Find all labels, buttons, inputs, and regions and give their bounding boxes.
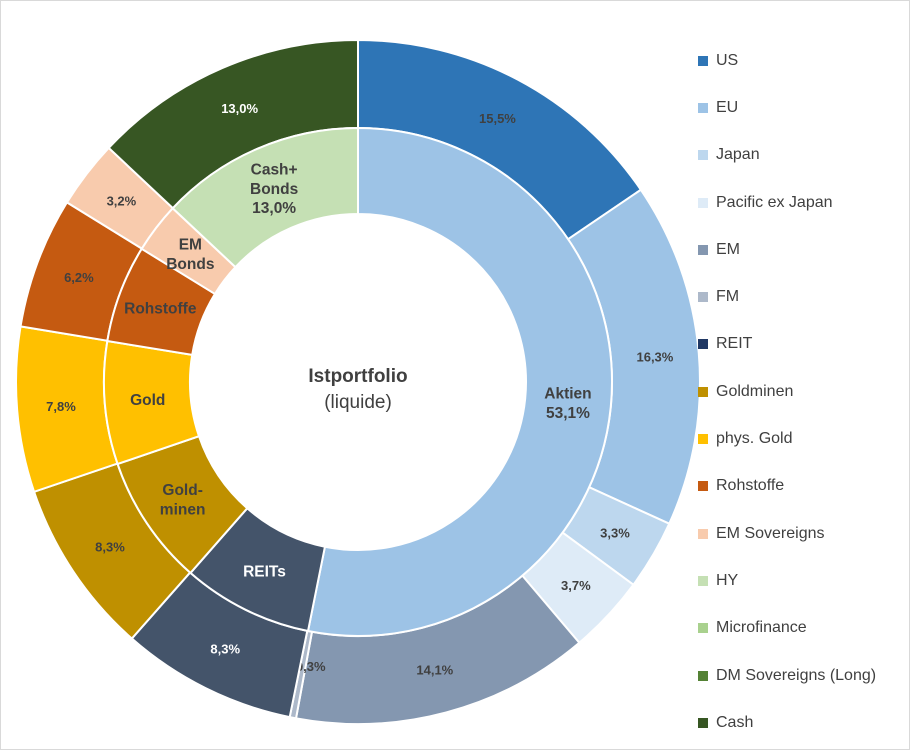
inner-label-line: Gold- xyxy=(162,482,202,499)
inner-label-4: Rohstoffe xyxy=(124,301,197,318)
outer-label-line: 3,3% xyxy=(600,525,630,540)
outer-label-9: 6,2% xyxy=(64,270,94,285)
outer-label-2: 3,3% xyxy=(600,525,630,540)
legend-label: FM xyxy=(716,288,740,306)
outer-label-line: 13,0% xyxy=(221,101,258,116)
legend-swatch xyxy=(698,670,708,681)
outer-label-line: 3,2% xyxy=(107,193,137,208)
legend-swatch xyxy=(698,623,708,634)
legend-swatch xyxy=(698,339,708,350)
legend-label: EM Sovereigns xyxy=(716,524,825,542)
legend-item: HY xyxy=(698,557,908,604)
outer-label-line: 8,3% xyxy=(95,540,125,555)
legend-item: FM xyxy=(698,273,908,320)
legend: US EU Japan Pacific ex Japan EM FM REIT Goldmin… xyxy=(698,37,908,746)
outer-label-11: 13,0% xyxy=(221,101,258,116)
legend-item: Microfinance xyxy=(698,605,908,652)
legend-item: US xyxy=(698,37,908,84)
legend-label: DM Sovereigns (Long) xyxy=(716,666,877,684)
legend-item: Japan xyxy=(698,132,908,179)
inner-label-5: EM Bonds xyxy=(166,237,214,273)
outer-label-line: 0,3% xyxy=(296,659,326,674)
legend-swatch xyxy=(698,292,708,303)
inner-label-line: 13,0% xyxy=(252,200,296,217)
outer-label-line: 3,7% xyxy=(561,578,591,593)
legend-swatch xyxy=(698,244,708,255)
legend-swatch xyxy=(698,481,708,492)
legend-label: Pacific ex Japan xyxy=(716,193,833,211)
inner-label-line: Bonds xyxy=(166,256,214,273)
center-subtitle: (liquide) xyxy=(324,392,392,413)
inner-label-line: Cash+ xyxy=(251,161,298,178)
inner-slice-6 xyxy=(171,126,359,269)
legend-item: REIT xyxy=(698,321,908,368)
inner-label-0: Aktien 53,1% xyxy=(544,386,591,422)
outer-label-3: 3,7% xyxy=(561,578,591,593)
inner-label-1: REITs xyxy=(243,564,286,581)
legend-label: Japan xyxy=(716,146,760,164)
inner-label-line: Bonds xyxy=(250,181,298,198)
donut-chart: 15,5% 16,3% 3,3% 3,7% 14,1% 0,3% 8,3% 8,3% 7,8% 6… xyxy=(15,38,701,725)
legend-item: EU xyxy=(698,84,908,131)
outer-label-5: 0,3% xyxy=(296,659,326,674)
outer-label-line: 7,8% xyxy=(46,399,76,414)
inner-label-line: minen xyxy=(160,501,206,518)
legend-label: Cash xyxy=(716,713,754,731)
inner-label-line: 53,1% xyxy=(546,405,590,422)
legend-label: REIT xyxy=(716,335,753,353)
legend-swatch xyxy=(698,197,708,208)
legend-label: Rohstoffe xyxy=(716,477,785,495)
outer-label-line: 8,3% xyxy=(210,641,240,656)
inner-label-6: Cash+ Bonds 13,0% xyxy=(250,161,298,217)
outer-label-1: 16,3% xyxy=(636,349,673,364)
legend-item: Rohstoffe xyxy=(698,463,908,510)
legend-swatch xyxy=(698,434,708,445)
inner-slice-0 xyxy=(306,126,613,637)
outer-label-8: 7,8% xyxy=(46,399,76,414)
center-title: Istportfolio xyxy=(308,366,407,387)
outer-label-line: 16,3% xyxy=(636,349,673,364)
legend-item: Cash xyxy=(698,699,908,746)
legend-item: phys. Gold xyxy=(698,415,908,462)
outer-label-4: 14,1% xyxy=(416,662,453,677)
outer-label-0: 15,5% xyxy=(479,111,516,126)
legend-label: EM xyxy=(716,240,740,258)
inner-label-line: Gold xyxy=(130,392,165,409)
legend-item: Goldminen xyxy=(698,368,908,415)
outer-label-line: 6,2% xyxy=(64,270,94,285)
outer-label-line: 15,5% xyxy=(479,111,516,126)
outer-label-line: 14,1% xyxy=(416,662,453,677)
inner-label-line: EM xyxy=(179,237,202,254)
legend-swatch xyxy=(698,150,708,161)
donut-center xyxy=(191,215,525,549)
legend-swatch xyxy=(698,575,708,586)
inner-label-line: Rohstoffe xyxy=(124,301,197,318)
legend-item: EM xyxy=(698,226,908,273)
legend-label: phys. Gold xyxy=(716,430,793,448)
legend-label: Goldminen xyxy=(716,382,794,400)
outer-label-7: 8,3% xyxy=(95,540,125,555)
legend-label: EU xyxy=(716,98,739,116)
outer-label-10: 3,2% xyxy=(107,193,137,208)
inner-label-line: Aktien xyxy=(544,386,591,403)
legend-swatch xyxy=(698,528,708,539)
legend-label: HY xyxy=(716,571,739,589)
inner-label-3: Gold xyxy=(130,392,165,409)
legend-label: US xyxy=(716,51,739,69)
legend-swatch xyxy=(698,55,708,66)
legend-item: EM Sovereigns xyxy=(698,510,908,557)
legend-swatch xyxy=(698,102,708,113)
legend-label: Microfinance xyxy=(716,619,807,637)
legend-item: DM Sovereigns (Long) xyxy=(698,652,908,699)
legend-swatch xyxy=(698,717,708,728)
outer-label-6: 8,3% xyxy=(210,641,240,656)
legend-item: Pacific ex Japan xyxy=(698,179,908,226)
inner-label-line: REITs xyxy=(243,564,286,581)
inner-label-2: Gold-minen xyxy=(160,482,206,518)
legend-swatch xyxy=(698,386,708,397)
